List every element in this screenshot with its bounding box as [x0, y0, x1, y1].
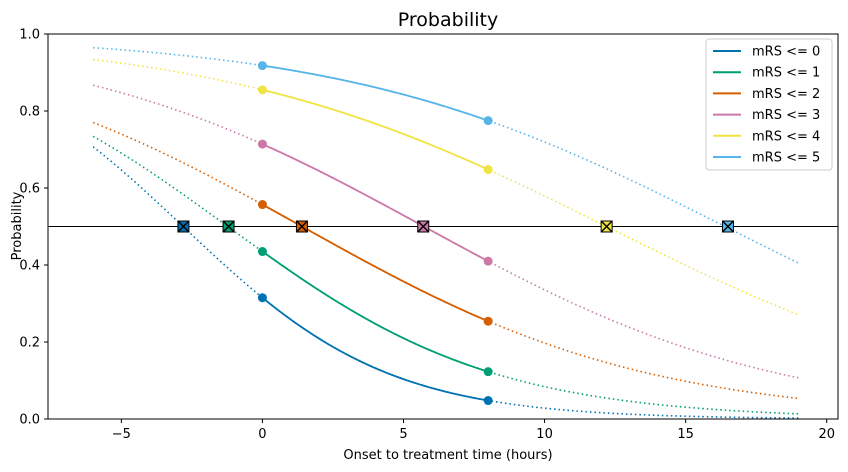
threshold-crossing-marker — [721, 220, 734, 233]
data-point — [483, 165, 493, 175]
x-tick-label: 5 — [399, 427, 407, 442]
threshold-crossing-marker — [600, 220, 613, 233]
threshold-crossing-marker — [177, 220, 190, 233]
threshold-crossing-marker — [222, 220, 235, 233]
y-axis-label: Probability — [10, 191, 25, 260]
series-1 — [92, 135, 799, 415]
data-point — [257, 247, 267, 257]
y-tick-label: 0.0 — [19, 413, 40, 428]
x-tick-label: −5 — [112, 427, 131, 442]
data-point — [257, 85, 267, 95]
legend-item: mRS <= 4 — [713, 129, 820, 144]
x-tick-label: 15 — [677, 427, 694, 442]
series-line-extrapolated — [92, 84, 799, 379]
series-line-fitted — [261, 250, 489, 373]
y-tick-label: 0.8 — [19, 105, 40, 120]
series-line-extrapolated — [92, 135, 799, 415]
x-axis-ticks: −5 0 5 10 15 20 — [112, 419, 835, 442]
legend-label: mRS <= 0 — [752, 45, 820, 60]
data-point — [257, 200, 267, 210]
y-tick-label: 1.0 — [19, 28, 40, 43]
plot-area — [48, 46, 838, 419]
legend-item: mRS <= 2 — [713, 87, 820, 102]
data-point — [257, 61, 267, 71]
x-tick-label: 20 — [818, 427, 835, 442]
plot-frame — [47, 33, 839, 420]
y-axis-ticks: 0.0 0.2 0.4 0.6 0.8 1.0 — [19, 28, 48, 428]
x-tick-label: 10 — [536, 427, 553, 442]
legend-item: mRS <= 3 — [713, 108, 820, 123]
series-2 — [92, 121, 799, 400]
x-tick-label: 0 — [258, 427, 266, 442]
legend-label: mRS <= 5 — [752, 151, 820, 166]
legend-item: mRS <= 5 — [713, 151, 820, 166]
series-line-fitted — [262, 143, 489, 262]
series-line-fitted — [261, 297, 489, 402]
legend-label: mRS <= 4 — [752, 129, 820, 144]
series-5 — [93, 46, 799, 264]
series-line-fitted — [262, 88, 489, 171]
y-tick-label: 0.2 — [19, 336, 40, 351]
legend-label: mRS <= 3 — [752, 108, 820, 123]
data-point — [257, 293, 267, 303]
x-axis-label: Onset to treatment time (hours) — [343, 448, 552, 463]
series-line-extrapolated — [93, 58, 799, 316]
data-point — [483, 396, 493, 406]
series-line-extrapolated — [93, 46, 799, 264]
legend-item: mRS <= 0 — [713, 45, 820, 60]
data-point — [483, 116, 493, 126]
series-line-fitted — [262, 64, 489, 122]
data-point — [483, 256, 493, 266]
y-tick-label: 0.4 — [19, 259, 40, 274]
threshold-crossing-marker — [417, 220, 430, 233]
data-point — [257, 139, 267, 149]
series-line-extrapolated — [92, 146, 799, 419]
series-4 — [93, 58, 799, 316]
legend-label: mRS <= 2 — [752, 87, 820, 102]
legend: mRS <= 0 mRS <= 1 mRS <= 2 mRS <= 3 mRS <= 4… — [705, 38, 833, 171]
chart-title: Probability — [398, 9, 498, 31]
series-3 — [92, 84, 799, 379]
y-tick-label: 0.6 — [19, 182, 40, 197]
series-0 — [92, 146, 799, 419]
data-point — [483, 367, 493, 377]
threshold-crossing-marker — [295, 220, 308, 233]
data-point — [483, 316, 493, 326]
legend-label: mRS <= 1 — [752, 66, 820, 81]
legend-item: mRS <= 1 — [713, 66, 820, 81]
